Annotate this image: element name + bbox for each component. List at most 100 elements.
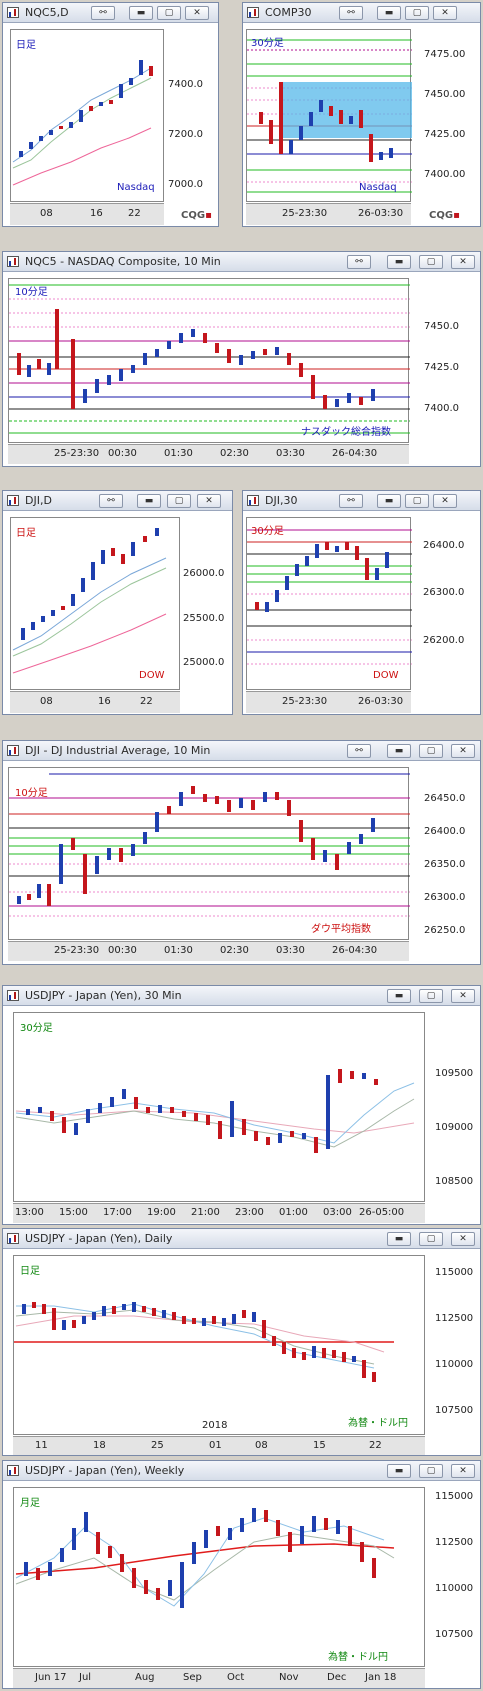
x-tick: 01:30 bbox=[164, 448, 193, 459]
maximize-button[interactable]: ▢ bbox=[167, 494, 191, 508]
y-tick: 26000.0 bbox=[183, 568, 225, 579]
dji-daily-window: DJI,D ⚯ ▬ ▢ ✕ bbox=[2, 490, 233, 715]
close-button[interactable]: ✕ bbox=[197, 494, 221, 508]
chart-icon bbox=[7, 745, 19, 756]
maximize-button[interactable]: ▢ bbox=[405, 6, 429, 20]
maximize-button[interactable]: ▢ bbox=[157, 6, 181, 20]
price-chart bbox=[247, 39, 412, 193]
chart-plot[interactable]: 日足 為替・ドル円 2018 bbox=[13, 1255, 425, 1435]
maximize-button[interactable]: ▢ bbox=[419, 255, 443, 269]
y-tick: 7400.00 bbox=[424, 169, 466, 180]
window-title: DJI,30 bbox=[265, 494, 298, 507]
period-label: 日足 bbox=[20, 1266, 40, 1277]
chart-icon bbox=[247, 495, 259, 506]
title-bar[interactable]: NQC5,D ⚯ ▬ ▢ ✕ bbox=[3, 3, 218, 23]
chart-plot[interactable]: 日足 Nasdaq bbox=[10, 29, 164, 202]
nqc5-daily-window: NQC5,D ⚯ ▬ ▢ ✕ bbox=[2, 2, 219, 227]
x-axis: 25-23:30 00:30 01:30 02:30 03:30 26-04:3… bbox=[8, 941, 409, 961]
title-bar[interactable]: DJI - DJ Industrial Average, 10 Min ⚯ ▬ … bbox=[3, 741, 480, 761]
y-tick: 26300.0 bbox=[423, 587, 465, 598]
chart-icon bbox=[7, 1465, 19, 1476]
link-button[interactable]: ⚯ bbox=[339, 494, 363, 508]
link-button[interactable]: ⚯ bbox=[347, 255, 371, 269]
minimize-button[interactable]: ▬ bbox=[137, 494, 161, 508]
window-title: COMP30 bbox=[265, 6, 312, 19]
title-bar[interactable]: DJI,30 ⚯ ▬ ▢ ✕ bbox=[243, 491, 480, 511]
y-tick: 26400.0 bbox=[423, 540, 465, 551]
x-tick: 02:30 bbox=[220, 945, 249, 956]
x-axis: 25-23:30 26-03:30 bbox=[246, 691, 411, 713]
close-button[interactable]: ✕ bbox=[185, 6, 209, 20]
period-label: 日足 bbox=[16, 528, 36, 539]
chart-plot[interactable]: 10分足 ダウ平均指数 bbox=[8, 767, 410, 940]
candles bbox=[17, 309, 375, 409]
chart-icon bbox=[7, 1233, 19, 1244]
maximize-button[interactable]: ▢ bbox=[405, 494, 429, 508]
close-button[interactable]: ✕ bbox=[451, 255, 475, 269]
chart-plot[interactable]: 30分足 bbox=[13, 1012, 425, 1202]
price-chart bbox=[12, 60, 153, 186]
link-button[interactable]: ⚯ bbox=[347, 744, 371, 758]
candles bbox=[22, 1302, 376, 1382]
x-tick: Jan 18 bbox=[365, 1672, 397, 1683]
title-bar[interactable]: USDJPY - Japan (Yen), Weekly ▬ ▢ ✕ bbox=[3, 1461, 480, 1481]
close-button[interactable]: ✕ bbox=[433, 6, 457, 20]
close-button[interactable]: ✕ bbox=[451, 1464, 475, 1478]
window-title: NQC5 - NASDAQ Composite, 10 Min bbox=[25, 255, 221, 268]
title-bar[interactable]: USDJPY - Japan (Yen), Daily ▬ ▢ ✕ bbox=[3, 1229, 480, 1249]
chart-plot[interactable]: 30分足 DOW bbox=[246, 517, 412, 690]
dji-10min-window: DJI - DJ Industrial Average, 10 Min ⚯ ▬ … bbox=[2, 740, 481, 965]
chart-plot[interactable]: 月足 為替・ドル円 bbox=[13, 1487, 425, 1667]
x-tick: 21:00 bbox=[191, 1207, 220, 1218]
minimize-button[interactable]: ▬ bbox=[387, 989, 411, 1003]
minimize-button[interactable]: ▬ bbox=[387, 1464, 411, 1478]
close-button[interactable]: ✕ bbox=[451, 744, 475, 758]
close-button[interactable]: ✕ bbox=[451, 1232, 475, 1246]
title-bar[interactable]: DJI,D ⚯ ▬ ▢ ✕ bbox=[3, 491, 232, 511]
minimize-button[interactable]: ▬ bbox=[387, 1232, 411, 1246]
y-tick: 107500 bbox=[435, 1405, 474, 1416]
maximize-button[interactable]: ▢ bbox=[419, 1464, 443, 1478]
close-button[interactable]: ✕ bbox=[433, 494, 457, 508]
link-button[interactable]: ⚯ bbox=[339, 6, 363, 20]
y-tick: 26200.0 bbox=[423, 635, 465, 646]
title-bar[interactable]: COMP30 ⚯ ▬ ▢ ✕ bbox=[243, 3, 480, 23]
window-title: USDJPY - Japan (Yen), 30 Min bbox=[25, 989, 182, 1002]
minimize-button[interactable]: ▬ bbox=[387, 744, 411, 758]
y-tick: 108500 bbox=[435, 1176, 474, 1187]
chart-plot[interactable]: 30分足 Nasdaq bbox=[246, 29, 412, 202]
y-tick: 109500 bbox=[435, 1068, 474, 1079]
y-tick: 26350.0 bbox=[424, 859, 466, 870]
x-tick: 19:00 bbox=[147, 1207, 176, 1218]
close-button[interactable]: ✕ bbox=[451, 989, 475, 1003]
x-tick: 15:00 bbox=[59, 1207, 88, 1218]
minimize-button[interactable]: ▬ bbox=[387, 255, 411, 269]
chart-icon bbox=[247, 7, 259, 18]
chart-plot[interactable]: 日足 DOW bbox=[10, 517, 180, 690]
price-chart bbox=[9, 284, 410, 434]
title-bar[interactable]: NQC5 - NASDAQ Composite, 10 Min ⚯ ▬ ▢ ✕ bbox=[3, 252, 480, 272]
x-tick: 16 bbox=[90, 208, 103, 219]
maximize-button[interactable]: ▢ bbox=[419, 1232, 443, 1246]
minimize-button[interactable]: ▬ bbox=[377, 6, 401, 20]
x-tick: 22 bbox=[140, 696, 153, 707]
cqg-logo: CQG▪ bbox=[181, 210, 212, 221]
minimize-button[interactable]: ▬ bbox=[129, 6, 153, 20]
symbol-label: DOW bbox=[373, 670, 399, 681]
x-tick: 26-03:30 bbox=[358, 208, 404, 219]
maximize-button[interactable]: ▢ bbox=[419, 744, 443, 758]
link-button[interactable]: ⚯ bbox=[99, 494, 123, 508]
x-axis: Jun 17 Jul Aug Sep Oct Nov Dec Jan 18 bbox=[13, 1668, 425, 1688]
y-tick: 107500 bbox=[435, 1629, 474, 1640]
maximize-button[interactable]: ▢ bbox=[419, 989, 443, 1003]
comp30-window: COMP30 ⚯ ▬ ▢ ✕ bbox=[242, 2, 481, 227]
chart-plot[interactable]: 10分足 ナスダック総合指数 bbox=[8, 278, 410, 443]
x-tick: 11 bbox=[35, 1440, 48, 1451]
usdjpy-weekly-window: USDJPY - Japan (Yen), Weekly ▬ ▢ ✕ bbox=[2, 1460, 481, 1689]
y-tick: 7450.0 bbox=[424, 321, 459, 332]
y-tick: 7450.00 bbox=[424, 89, 466, 100]
link-button[interactable]: ⚯ bbox=[91, 6, 115, 20]
x-tick: 22 bbox=[128, 208, 141, 219]
minimize-button[interactable]: ▬ bbox=[377, 494, 401, 508]
title-bar[interactable]: USDJPY - Japan (Yen), 30 Min ▬ ▢ ✕ bbox=[3, 986, 480, 1006]
